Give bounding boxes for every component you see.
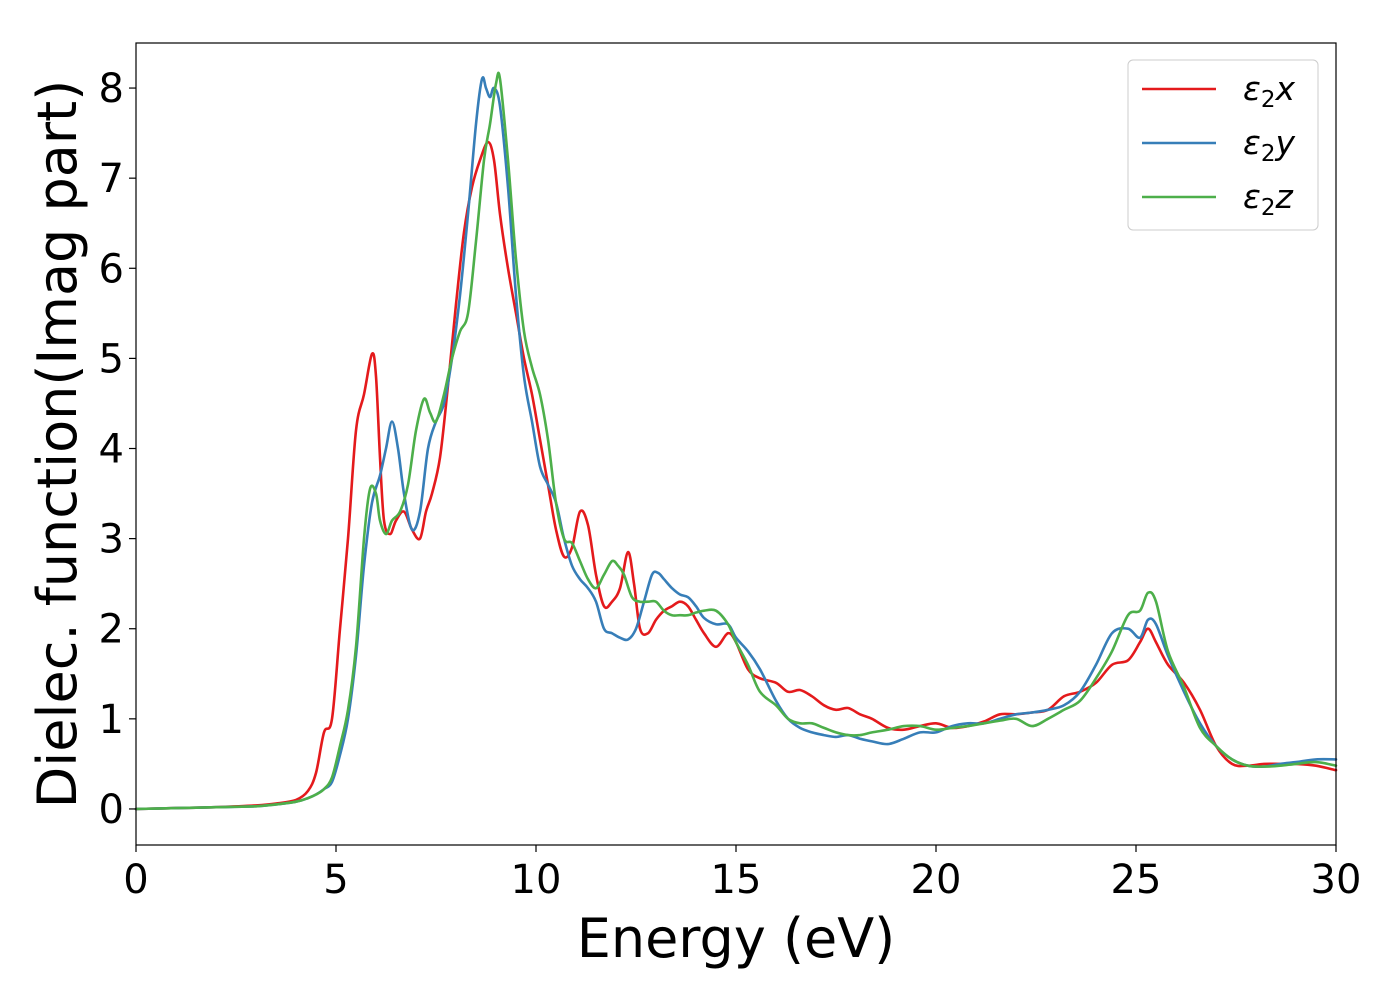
y-tick-label: 5 xyxy=(99,336,124,382)
y-tick-label: 6 xyxy=(99,246,124,292)
legend-label-z: ε2z xyxy=(1243,177,1293,221)
x-axis-ticks: 0 5 10 15 20 25 30 xyxy=(123,845,1361,903)
legend-box xyxy=(1127,59,1319,231)
y-tick-label: 2 xyxy=(99,607,124,653)
legend-label-x: ε2x xyxy=(1243,69,1295,113)
y-tick-label: 3 xyxy=(99,517,124,563)
x-tick-label: 15 xyxy=(711,857,762,903)
x-tick-label: 10 xyxy=(511,857,562,903)
x-tick-label: 20 xyxy=(911,857,962,903)
series-line-y xyxy=(134,76,1338,811)
legend: ε2x ε2y ε2z xyxy=(1127,59,1319,231)
x-axis-label: Energy (eV) xyxy=(577,907,896,970)
series-layer xyxy=(134,71,1338,811)
y-axis-label: Dielec. function(Imag part) xyxy=(26,80,89,809)
legend-label-y: ε2y xyxy=(1243,123,1295,167)
x-tick-label: 0 xyxy=(123,857,148,903)
x-tick-label: 25 xyxy=(1111,857,1162,903)
y-tick-label: 1 xyxy=(99,697,124,743)
x-tick-label: 30 xyxy=(1311,857,1362,903)
series-line-x xyxy=(134,140,1338,811)
x-tick-label: 5 xyxy=(323,857,348,903)
y-tick-label: 7 xyxy=(99,156,124,202)
y-axis-ticks: 0 1 2 3 4 5 6 7 8 xyxy=(99,66,136,833)
y-tick-label: 0 xyxy=(99,787,124,833)
y-tick-label: 8 xyxy=(99,66,124,112)
series-line-z xyxy=(134,71,1338,811)
y-tick-label: 4 xyxy=(99,427,124,473)
